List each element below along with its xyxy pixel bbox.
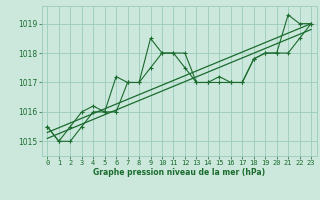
X-axis label: Graphe pression niveau de la mer (hPa): Graphe pression niveau de la mer (hPa)	[93, 168, 265, 177]
